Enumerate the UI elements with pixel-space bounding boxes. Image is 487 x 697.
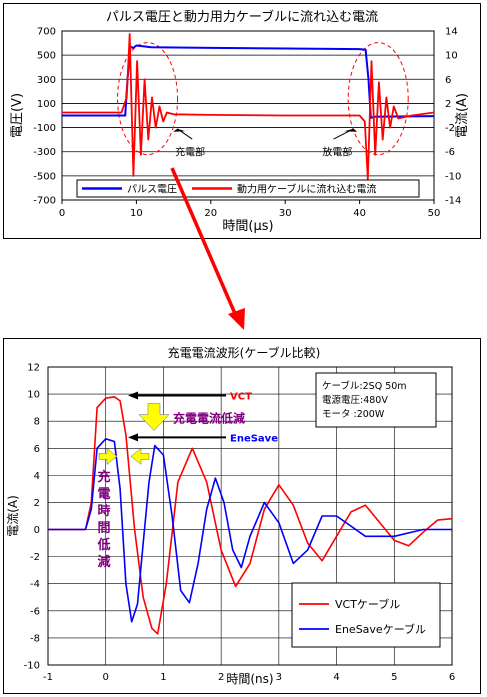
x-tick-label: 6 [449, 672, 455, 683]
series-line-enesave [48, 438, 452, 623]
y-tick-label-left: -100 [33, 123, 56, 134]
time-reduction-arrow-left [130, 447, 150, 465]
y-tick-label: 8 [34, 417, 40, 428]
y-tick-label-right: -2 [445, 123, 455, 134]
y-tick-label: -2 [30, 552, 40, 563]
legend-label-vct: VCTケーブル [335, 597, 400, 611]
voltage-current-chart: パルス電圧と動力用力ケーブルに流れ込む電流700500300100-100-30… [10, 9, 470, 234]
spec-line: ケーブル:2SQ 50m [322, 380, 407, 392]
y-tick-label-left: 700 [37, 27, 56, 38]
discharge-region-ellipse [347, 42, 409, 156]
discharge-annotation-arrowhead [344, 128, 358, 132]
y-tick-label-right: 6 [445, 75, 451, 86]
current-reduction-arrow [138, 403, 170, 431]
current-reduction-label: 充電電流低減 [173, 410, 245, 425]
spec-box [315, 372, 437, 428]
y-tick-label-left: 100 [37, 99, 56, 110]
spec-line: モータ :200W [322, 409, 385, 420]
x-tick-label: 1 [160, 672, 166, 683]
plot-area [47, 366, 453, 666]
enesave-label: EneSave [230, 433, 278, 444]
x-tick-label: 30 [279, 208, 292, 219]
y-tick-label: 4 [34, 471, 40, 482]
y-axis-label-left: 電圧(V) [10, 93, 25, 138]
charge-region-ellipse [117, 42, 179, 156]
y-tick-label-right: -14 [445, 196, 461, 207]
y-tick-label: 0 [34, 525, 40, 536]
voltage-current-chart-panel: パルス電圧と動力用力ケーブルに流れ込む電流 700 500 300 100 -100 -30… [3, 3, 481, 239]
y-tick-label: 12 [27, 363, 40, 374]
chart-title: パルス電圧と動力用力ケーブルに流れ込む電流 [106, 9, 378, 25]
y-tick-label: -8 [30, 633, 40, 644]
y-tick-label-right: -10 [445, 171, 461, 182]
legend-box [76, 179, 420, 198]
y-tick-label: 6 [34, 444, 40, 455]
series-line-cable-current [62, 33, 435, 180]
time-reduction-label-char: 充 [97, 469, 110, 485]
y-tick-label: -6 [30, 606, 40, 617]
x-tick-label: 3 [276, 672, 282, 683]
y-tick-label-left: -700 [33, 196, 56, 207]
time-reduction-label-char: 電 [97, 487, 110, 502]
y-tick-label-left: 500 [37, 51, 56, 62]
x-tick-label: 10 [130, 208, 143, 219]
y-tick-label-right: -6 [445, 147, 455, 158]
x-tick-label: 20 [204, 208, 217, 219]
time-reduction-arrow-right [98, 447, 118, 465]
legend-label-cable-current: 動力用ケーブルに流れ込む電流 [237, 183, 376, 196]
legend-label-pulse-voltage: パルス電圧 [127, 184, 177, 196]
legend-box [291, 582, 441, 648]
discharge-annotation: 放電部 [322, 146, 352, 159]
x-tick-label: 2 [218, 672, 224, 683]
y-axis-label: 電流(A) [6, 495, 20, 537]
charging-current-chart-panel: 充電電流波形(ケーブル比較) 12 10 8 6 4 2 0 -2 -4 -6 -8 -10 -1 0 1 2 3… [3, 338, 481, 694]
y-tick-label-right: 14 [445, 27, 458, 38]
y-tick-label: -10 [24, 661, 40, 672]
x-tick-label: 4 [333, 672, 339, 683]
x-tick-label: 50 [428, 208, 441, 219]
x-tick-label: -1 [43, 672, 53, 683]
y-tick-label: 10 [27, 390, 40, 401]
y-tick-label-left: 300 [37, 75, 56, 86]
time-reduction-label-char: 時 [97, 503, 110, 519]
time-reduction-label-char: 間 [97, 521, 110, 536]
y-tick-label-left: -300 [33, 147, 56, 158]
x-tick-label: 0 [59, 208, 65, 219]
x-axis-label: 時間(ns) [226, 672, 273, 686]
y-tick-label: -4 [30, 579, 40, 590]
chart-title: 充電電流波形(ケーブル比較) [168, 345, 321, 360]
y-tick-label-right: 10 [445, 51, 458, 62]
y-tick-label-left: -500 [33, 171, 56, 182]
y-tick-label: 2 [34, 498, 40, 509]
series-line-vct [48, 395, 453, 635]
x-tick-label: 0 [103, 672, 109, 683]
spec-line: 電源電圧:480V [322, 395, 388, 406]
time-reduction-label-char: 低 [96, 537, 110, 553]
vct-pointer-head [128, 391, 138, 400]
charge-annotation: 充電部 [175, 146, 205, 159]
x-axis-label: 時間(μs) [222, 219, 273, 234]
legend-label-enesave: EneSaveケーブル [335, 622, 426, 636]
charge-annotation-arrowhead [173, 128, 186, 132]
zoom-arrow-head [228, 308, 245, 330]
time-reduction-label-char: 減 [97, 554, 110, 570]
enesave-pointer-head [128, 433, 138, 442]
y-tick-label-right: 2 [445, 99, 451, 110]
vct-label: VCT [230, 391, 252, 402]
y-axis-label-right: 電流(A) [455, 93, 470, 138]
x-tick-label: 40 [353, 208, 366, 219]
x-tick-label: 5 [391, 672, 397, 683]
